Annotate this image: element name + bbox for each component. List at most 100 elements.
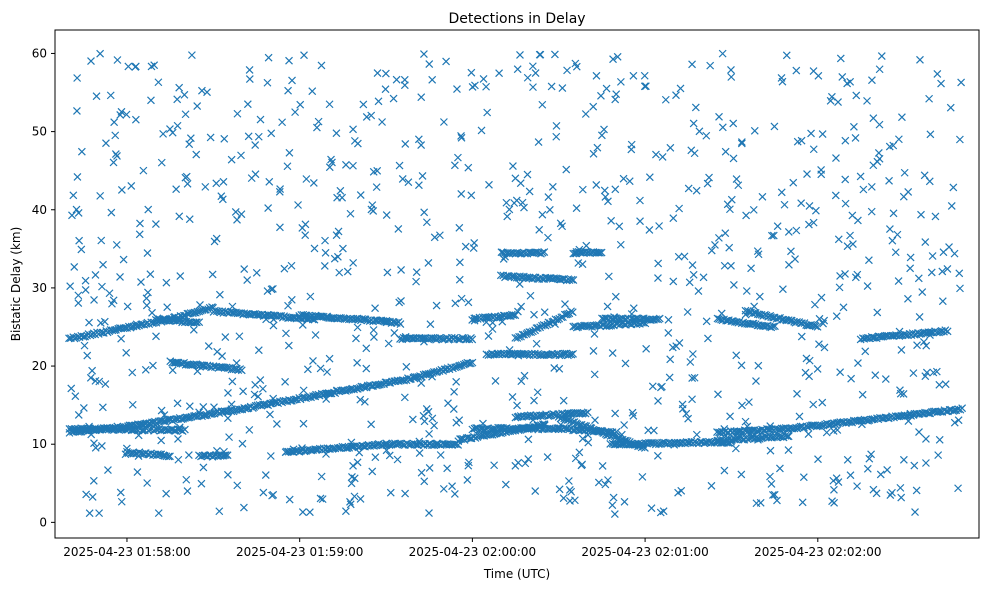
data-point [111, 131, 120, 140]
data-point [538, 210, 547, 219]
data-point [408, 415, 417, 424]
data-point [853, 482, 862, 491]
data-point [284, 341, 293, 350]
data-point [346, 209, 355, 218]
data-point [597, 131, 606, 140]
data-point [601, 193, 610, 201]
data-point [176, 272, 185, 280]
data-point [172, 317, 181, 325]
data-point [755, 292, 764, 301]
data-point [400, 81, 409, 90]
data-point [336, 186, 345, 195]
x-axis-label: Time (UTC) [483, 567, 550, 581]
data-point [617, 439, 626, 448]
data-point [240, 265, 249, 274]
data-point [776, 432, 785, 441]
data-point [420, 337, 428, 346]
data-point [616, 77, 625, 86]
data-point [228, 377, 237, 386]
data-point [805, 356, 814, 365]
data-point [77, 245, 86, 254]
data-point [127, 181, 136, 190]
data-point [134, 452, 143, 460]
data-point [332, 231, 341, 240]
data-point [223, 470, 232, 479]
data-point [490, 461, 499, 470]
data-point [401, 140, 410, 148]
data-point [436, 451, 445, 459]
data-point [557, 313, 566, 322]
y-tick-label: 30 [32, 281, 47, 295]
data-point [832, 154, 840, 162]
data-point [463, 476, 472, 484]
data-point [264, 53, 273, 62]
data-point [199, 463, 208, 472]
data-point [318, 495, 327, 504]
data-point [420, 477, 429, 486]
data-point [589, 102, 598, 111]
data-point [754, 435, 762, 444]
data-point [91, 443, 100, 452]
data-point [833, 426, 842, 434]
data-point [378, 118, 387, 126]
data-point [192, 318, 201, 327]
data-point [694, 287, 703, 295]
data-point [121, 450, 130, 459]
data-point [867, 207, 876, 216]
data-point [372, 183, 381, 192]
data-point [182, 475, 191, 484]
data-point [513, 401, 521, 410]
data-point [741, 310, 750, 319]
data-point [875, 120, 884, 129]
data-point [353, 358, 362, 367]
data-point [360, 397, 369, 406]
data-point [212, 179, 221, 188]
data-point [575, 448, 584, 457]
data-point [883, 413, 892, 422]
data-point [778, 77, 787, 86]
data-point [113, 56, 122, 64]
data-point [943, 327, 952, 336]
data-point [101, 380, 110, 388]
data-point [450, 333, 459, 342]
data-point [813, 322, 822, 331]
data-point [185, 402, 194, 411]
data-point [732, 175, 741, 183]
data-point [769, 322, 777, 331]
data-point [803, 170, 811, 179]
data-point [552, 121, 561, 130]
data-point [333, 386, 341, 395]
data-point [803, 423, 812, 431]
y-tick-label: 0 [39, 515, 47, 529]
data-point [428, 414, 437, 423]
data-point [108, 299, 116, 308]
data-point [937, 79, 945, 88]
data-point [133, 468, 142, 477]
data-point [346, 497, 354, 506]
data-point [193, 367, 202, 376]
data-point [621, 359, 630, 368]
data-point [864, 256, 873, 265]
data-point [578, 460, 587, 469]
data-point [737, 470, 746, 479]
data-point [946, 103, 955, 112]
data-point [467, 68, 476, 77]
data-point [562, 165, 571, 174]
data-point [845, 418, 853, 427]
data-point [767, 479, 776, 488]
data-point [397, 297, 405, 305]
data-point [877, 52, 886, 60]
data-point [851, 134, 860, 142]
data-point [843, 242, 852, 251]
data-point [600, 186, 609, 195]
data-point [545, 205, 554, 214]
data-point [144, 288, 152, 297]
data-point [452, 377, 461, 386]
data-point [349, 161, 357, 170]
data-point [256, 376, 265, 385]
data-point [561, 300, 569, 308]
data-point [688, 374, 697, 382]
data-point [658, 382, 666, 391]
data-point [615, 222, 624, 231]
data-point [731, 444, 740, 453]
